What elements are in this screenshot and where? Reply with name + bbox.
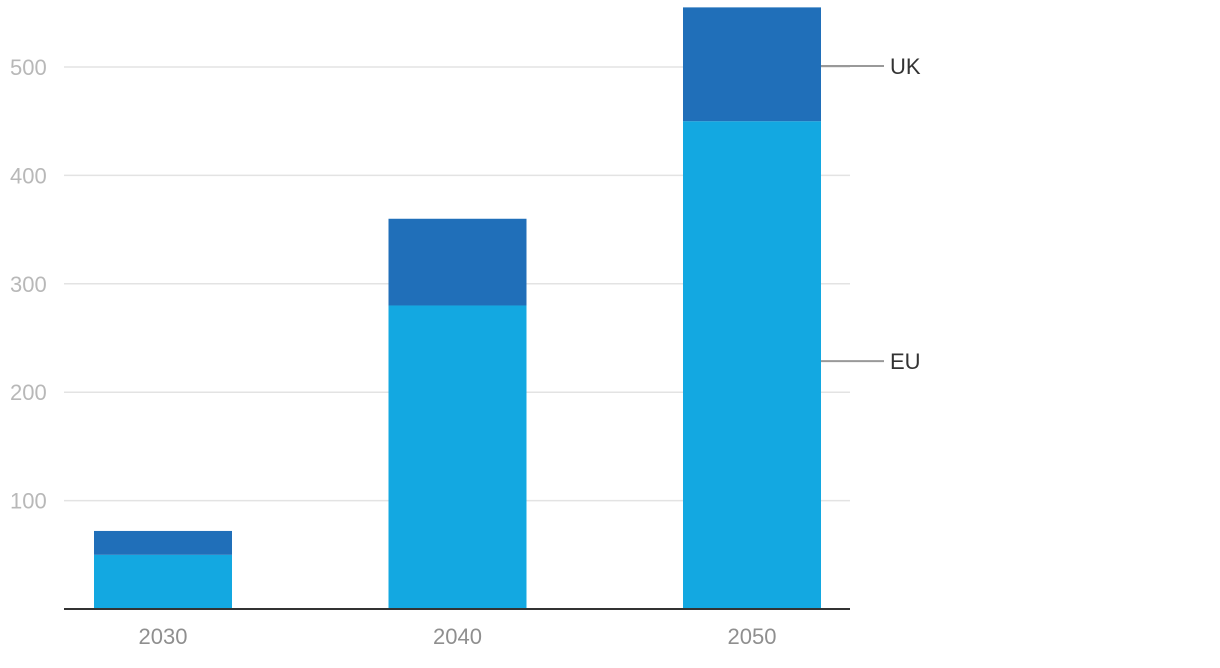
bar-uk-2050	[683, 7, 821, 122]
bars	[94, 7, 821, 609]
legend: EU UK	[821, 54, 921, 374]
y-tick-label-200: 200	[10, 380, 47, 405]
legend-label-uk: UK	[890, 54, 921, 79]
x-tick-label-2050: 2050	[728, 624, 777, 649]
legend-label-eu: EU	[890, 349, 921, 374]
x-tick-label-2040: 2040	[433, 624, 482, 649]
bar-uk-2040	[388, 218, 527, 306]
y-tick-label-500: 500	[10, 55, 47, 80]
y-tick-label-300: 300	[10, 272, 47, 297]
y-tick-label-100: 100	[10, 489, 47, 514]
x-tick-label-2030: 2030	[139, 624, 188, 649]
y-axis-tick-labels: 100 200 300 400 500	[10, 55, 47, 514]
x-axis-tick-labels: 2030 2040 2050	[139, 624, 777, 649]
bar-eu-2030	[94, 554, 232, 609]
bar-eu-2050	[683, 121, 821, 609]
bar-uk-2030	[94, 530, 232, 555]
y-tick-label-400: 400	[10, 163, 47, 188]
bar-eu-2040	[388, 305, 527, 609]
